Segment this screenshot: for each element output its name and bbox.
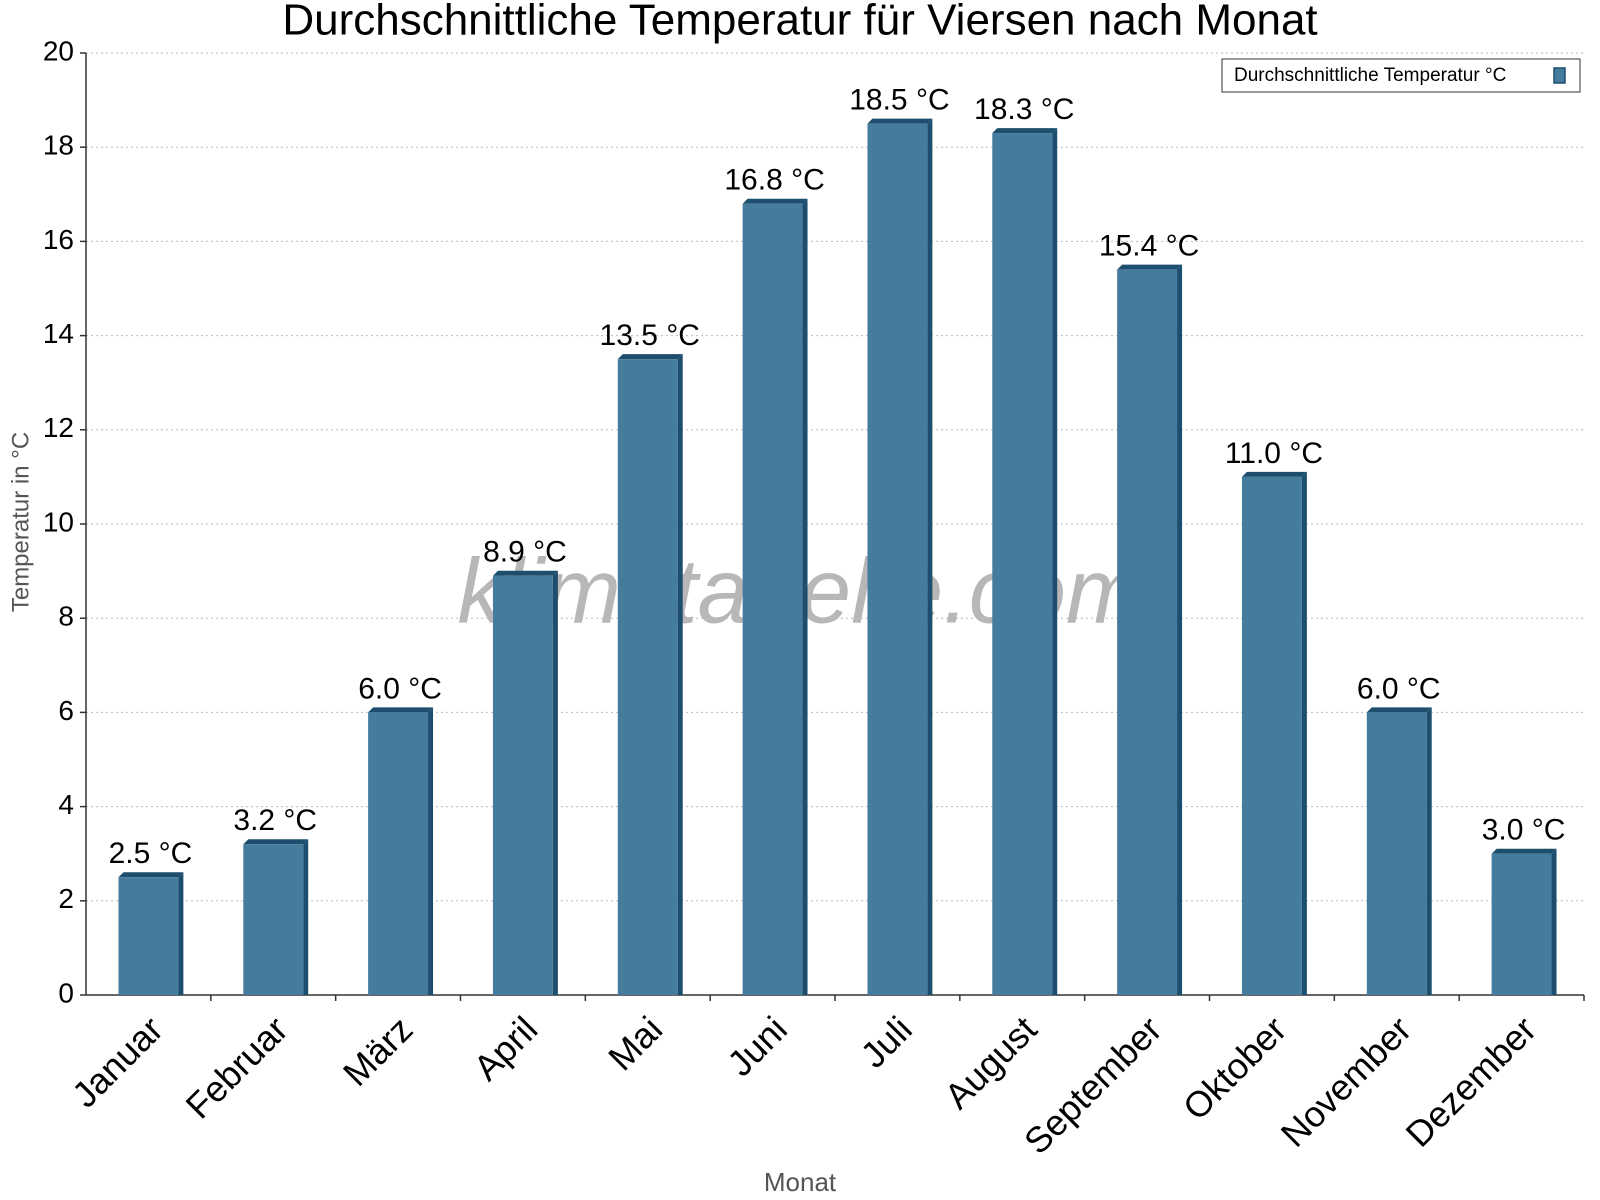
x-tick-label: April [465, 1008, 545, 1088]
x-tick-label: Dezember [1398, 1008, 1544, 1154]
y-axis-label: Temperatur in °C [7, 432, 34, 612]
bar-top [368, 707, 434, 713]
value-label: 11.0 °C [1225, 437, 1323, 470]
bar [742, 203, 803, 996]
bar-top [243, 839, 309, 845]
x-axis-label: Monat [764, 1167, 837, 1197]
x-tick-label: Januar [64, 1008, 171, 1115]
bar-top [1117, 264, 1183, 270]
y-tick-label: 18 [43, 130, 74, 161]
y-tick-label: 20 [43, 35, 74, 66]
bar-top [992, 128, 1058, 134]
bar [368, 712, 429, 995]
y-tick-label: 8 [58, 601, 74, 632]
bar [1366, 712, 1427, 995]
bar-side [1426, 707, 1432, 995]
legend-swatch [1553, 67, 1566, 84]
value-label: 8.9 °C [483, 536, 567, 569]
y-tick-label: 0 [58, 977, 74, 1008]
value-label: 18.5 °C [849, 84, 949, 117]
bar-side [1052, 128, 1058, 995]
bar-side [1301, 471, 1307, 995]
bar-top [617, 354, 683, 360]
bar-side [428, 707, 434, 995]
bar [1241, 476, 1302, 995]
value-label: 2.5 °C [109, 837, 193, 870]
x-tick-label: Juni [719, 1008, 795, 1084]
value-label: 15.4 °C [1099, 230, 1199, 263]
x-tick-label: Oktober [1175, 1008, 1295, 1128]
bar-top [492, 570, 558, 576]
value-label: 13.5 °C [600, 319, 700, 352]
bar-side [178, 872, 184, 995]
bar-top [867, 118, 933, 124]
bar-side [802, 198, 808, 996]
y-tick-label: 2 [58, 883, 74, 914]
value-label: 16.8 °C [724, 164, 824, 197]
bar [867, 123, 928, 995]
bar-side [677, 354, 683, 995]
y-tick-label: 14 [43, 318, 74, 349]
bar-top [742, 198, 808, 204]
value-label: 18.3 °C [974, 93, 1074, 126]
y-tick-label: 12 [43, 412, 74, 443]
chart-title: Durchschnittliche Temperatur für Viersen… [282, 0, 1317, 45]
legend-box [1221, 58, 1581, 93]
bar [1491, 853, 1552, 995]
y-tick-label: 10 [43, 506, 74, 537]
x-tick-label: März [335, 1008, 421, 1094]
value-label: 6.0 °C [358, 672, 442, 705]
x-tick-label: Juli [853, 1008, 920, 1075]
value-label: 6.0 °C [1357, 672, 1441, 705]
legend-label: Durchschnittliche Temperatur °C [1234, 65, 1506, 86]
bar [492, 575, 553, 995]
x-tick-label: November [1273, 1008, 1419, 1154]
x-tick-label: September [1016, 1008, 1170, 1162]
bar-top [1366, 707, 1432, 713]
bar [992, 133, 1053, 995]
value-label: 3.0 °C [1482, 814, 1566, 847]
bar-top [1241, 471, 1307, 477]
bar-side [1177, 264, 1183, 995]
bar [1117, 269, 1178, 995]
y-tick-label: 4 [58, 789, 74, 820]
x-tick-label: Mai [600, 1008, 670, 1078]
x-tick-label: Februar [178, 1008, 296, 1126]
y-tick-label: 16 [43, 224, 74, 255]
bar-side [927, 118, 933, 995]
value-label: 3.2 °C [233, 804, 317, 837]
x-tick-label: August [936, 1008, 1044, 1116]
bar [118, 877, 179, 995]
bar-top [1491, 848, 1557, 854]
bar-side [303, 839, 309, 995]
bar-side [1551, 848, 1557, 995]
bar [243, 844, 304, 995]
y-tick-label: 6 [58, 695, 74, 726]
bar-top [118, 872, 184, 878]
bar-side [552, 570, 558, 995]
bar [617, 359, 678, 995]
